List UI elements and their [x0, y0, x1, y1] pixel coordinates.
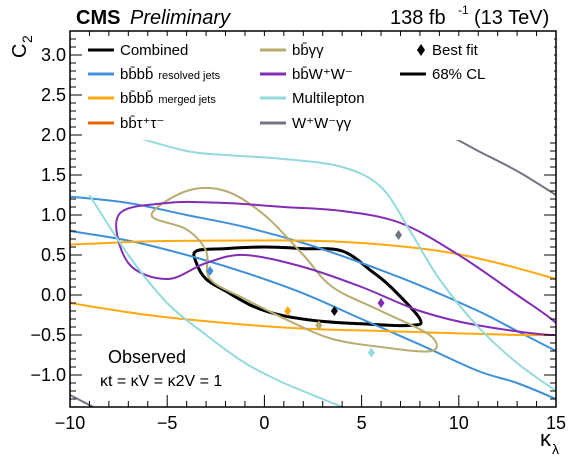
legend: Combined bb̄bb̄ resolved jets bb̄bb̄ merged … — [84, 36, 554, 140]
legend-label: Multilepton — [292, 90, 365, 107]
best-fit-diamond-1 — [284, 306, 292, 316]
legend-entry: 68% CL — [400, 66, 485, 83]
best-fit-diamond-5 — [395, 230, 403, 240]
legend-entry: bb̄τ⁺τ⁻ — [88, 115, 164, 132]
x-tick-label: 0 — [259, 413, 269, 433]
legend-swatch — [417, 44, 425, 56]
contour-6 — [115, 200, 556, 337]
y-tick-label: −0.5 — [30, 325, 66, 345]
y-tick-label: 1.0 — [41, 205, 66, 225]
y-tick-label: −1.0 — [30, 365, 66, 385]
best-fit-diamond-0 — [330, 306, 338, 316]
header-status: Preliminary — [130, 7, 231, 29]
contour-2 — [70, 230, 556, 400]
header-experiment: CMS — [76, 7, 120, 29]
legend-entry: Combined — [88, 42, 188, 59]
best-fit-diamond-3 — [377, 298, 385, 308]
legend-label: bb̄γγ — [292, 42, 324, 59]
legend-entry: W⁺W⁻γγ — [260, 115, 352, 132]
contour-8 — [88, 194, 343, 407]
header-lumi: 138 fb — [390, 7, 446, 29]
svg-text:λ: λ — [552, 441, 559, 457]
legend-entry: bb̄γγ — [260, 42, 324, 59]
x-tick-label: 10 — [449, 413, 469, 433]
best-fit-diamond-2 — [315, 320, 323, 331]
x-tick-label: −5 — [157, 413, 178, 433]
y-tick-label: 0.5 — [41, 245, 66, 265]
y-axis-label: C 2 — [9, 35, 35, 58]
svg-text:κ: κ — [540, 426, 552, 451]
y-tick-label: 1.5 — [41, 165, 66, 185]
legend-label: Combined — [120, 42, 188, 59]
best-fit-markers — [206, 230, 403, 358]
x-axis-label: κ λ — [540, 426, 559, 457]
svg-text:C: C — [9, 44, 31, 58]
legend-label: bb̄bb̄ merged jets — [120, 90, 216, 107]
legend-entry: bb̄bb̄ merged jets — [88, 90, 216, 107]
svg-text:2: 2 — [19, 35, 35, 43]
contour-1 — [70, 195, 556, 352]
legend-entry: bb̄W⁺W⁻ — [260, 66, 353, 83]
legend-label: 68% CL — [432, 66, 485, 83]
x-tick-label: 5 — [357, 413, 367, 433]
contour-7 — [128, 134, 556, 392]
contour-3 — [70, 239, 556, 280]
legend-label: bb̄W⁺W⁻ — [292, 66, 353, 83]
y-tick-label: 2.5 — [41, 85, 66, 105]
x-tick-label: 15 — [546, 413, 566, 433]
legend-label: bb̄τ⁺τ⁻ — [120, 115, 164, 132]
best-fit-diamond-4 — [367, 347, 375, 358]
annotation-couplings: κt = κV = κ2V = 1 — [100, 373, 222, 390]
y-tick-label: 2.0 — [41, 125, 66, 145]
legend-entry: bb̄bb̄ resolved jets — [88, 66, 221, 83]
contour-4 — [70, 302, 556, 337]
x-tick-label: −10 — [55, 413, 86, 433]
legend-label: Best fit — [432, 42, 479, 59]
legend-label: W⁺W⁻γγ — [292, 115, 352, 132]
legend-entry: Best fit — [417, 42, 479, 59]
plot-frame — [69, 30, 557, 408]
legend-background — [84, 36, 554, 140]
header-lumi-sup: -1 — [458, 3, 469, 17]
best-fit-diamond-6 — [206, 266, 214, 276]
legend-entry: Multilepton — [260, 90, 365, 107]
y-tick-label: 0.0 — [41, 285, 66, 305]
annotation-observed: Observed — [108, 347, 186, 367]
y-tick-label: 3.0 — [41, 45, 66, 65]
legend-label: bb̄bb̄ resolved jets — [120, 66, 221, 83]
header-energy: (13 TeV) — [474, 7, 549, 29]
